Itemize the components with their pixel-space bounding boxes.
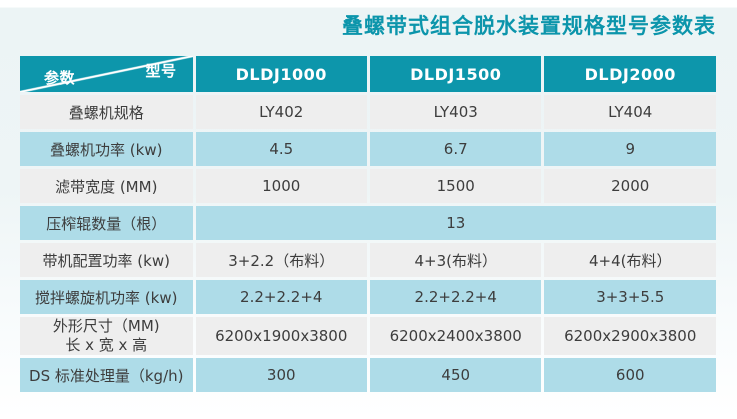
cell-value: 300 bbox=[195, 358, 367, 392]
cell-value: 2.2+2.2+4 bbox=[195, 280, 367, 314]
cell-value: 6200x2400x3800 bbox=[369, 317, 542, 355]
row-label: 滤带宽度 (MM) bbox=[20, 169, 193, 203]
corner-model-label: 型号 bbox=[145, 62, 177, 80]
table-row: 带机配置功率 (kw) 3+2.2（布料） 4+3(布料） 4+4(布料） bbox=[20, 243, 716, 277]
row-label: 外形尺寸（MM) 长 x 宽 x 高 bbox=[20, 317, 193, 355]
row-label-line1: 外形尺寸（MM) bbox=[52, 317, 160, 336]
column-header: DLDJ2000 bbox=[544, 56, 716, 92]
table-row: 压榨辊数量（根） 13 bbox=[20, 206, 716, 240]
cell-value: 4+4(布料） bbox=[544, 243, 716, 277]
header-row: 参数 型号 DLDJ1000 DLDJ1500 DLDJ2000 bbox=[20, 56, 716, 92]
row-label: 搅拌螺旋机功率 (kw) bbox=[20, 280, 193, 314]
row-label: 叠螺机规格 bbox=[20, 95, 193, 129]
table-row: 叠螺机功率 (kw) 4.5 6.7 9 bbox=[20, 132, 716, 166]
cell-value: 6200x1900x3800 bbox=[195, 317, 367, 355]
row-label: 叠螺机功率 (kw) bbox=[20, 132, 193, 166]
cell-value: 3+2.2（布料） bbox=[195, 243, 367, 277]
row-label: DS 标准处理量（kg/h) bbox=[20, 358, 193, 392]
cell-value: 4+3(布料） bbox=[369, 243, 542, 277]
spec-table: 参数 型号 DLDJ1000 DLDJ1500 DLDJ2000 叠螺机规格 LY… bbox=[17, 53, 719, 395]
cell-value: 450 bbox=[369, 358, 542, 392]
row-label: 带机配置功率 (kw) bbox=[20, 243, 193, 277]
cell-value: 9 bbox=[544, 132, 716, 166]
cell-value: LY402 bbox=[195, 95, 367, 129]
table-row: DS 标准处理量（kg/h) 300 450 600 bbox=[20, 358, 716, 392]
table-row: 叠螺机规格 LY402 LY403 LY404 bbox=[20, 95, 716, 129]
table-row: 搅拌螺旋机功率 (kw) 2.2+2.2+4 2.2+2.2+4 3+3+5.5 bbox=[20, 280, 716, 314]
cell-value: 13 bbox=[195, 206, 716, 240]
cell-value: 3+3+5.5 bbox=[544, 280, 716, 314]
corner-param-label: 参数 bbox=[44, 69, 76, 87]
cell-value: 1500 bbox=[369, 169, 542, 203]
column-header: DLDJ1000 bbox=[195, 56, 367, 92]
column-header: DLDJ1500 bbox=[369, 56, 542, 92]
cell-value: 600 bbox=[544, 358, 716, 392]
corner-cell: 参数 型号 bbox=[20, 56, 193, 92]
row-label: 压榨辊数量（根） bbox=[20, 206, 193, 240]
row-label-line2: 长 x 宽 x 高 bbox=[65, 336, 148, 354]
cell-value: 2.2+2.2+4 bbox=[369, 280, 542, 314]
cell-value: 6200x2900x3800 bbox=[544, 317, 716, 355]
cell-value: 2000 bbox=[544, 169, 716, 203]
cell-value: LY403 bbox=[369, 95, 542, 129]
table-row: 滤带宽度 (MM) 1000 1500 2000 bbox=[20, 169, 716, 203]
cell-value: LY404 bbox=[544, 95, 716, 129]
table-body: 叠螺机规格 LY402 LY403 LY404 叠螺机功率 (kw) 4.5 6.7 9 滤带宽… bbox=[20, 95, 716, 392]
cell-value: 1000 bbox=[195, 169, 367, 203]
cell-value: 6.7 bbox=[369, 132, 542, 166]
cell-value: 4.5 bbox=[195, 132, 367, 166]
page-title: 叠螺带式组合脱水装置规格型号参数表 bbox=[342, 14, 716, 38]
table-row: 外形尺寸（MM) 长 x 宽 x 高 6200x1900x3800 6200x2400… bbox=[20, 317, 716, 355]
